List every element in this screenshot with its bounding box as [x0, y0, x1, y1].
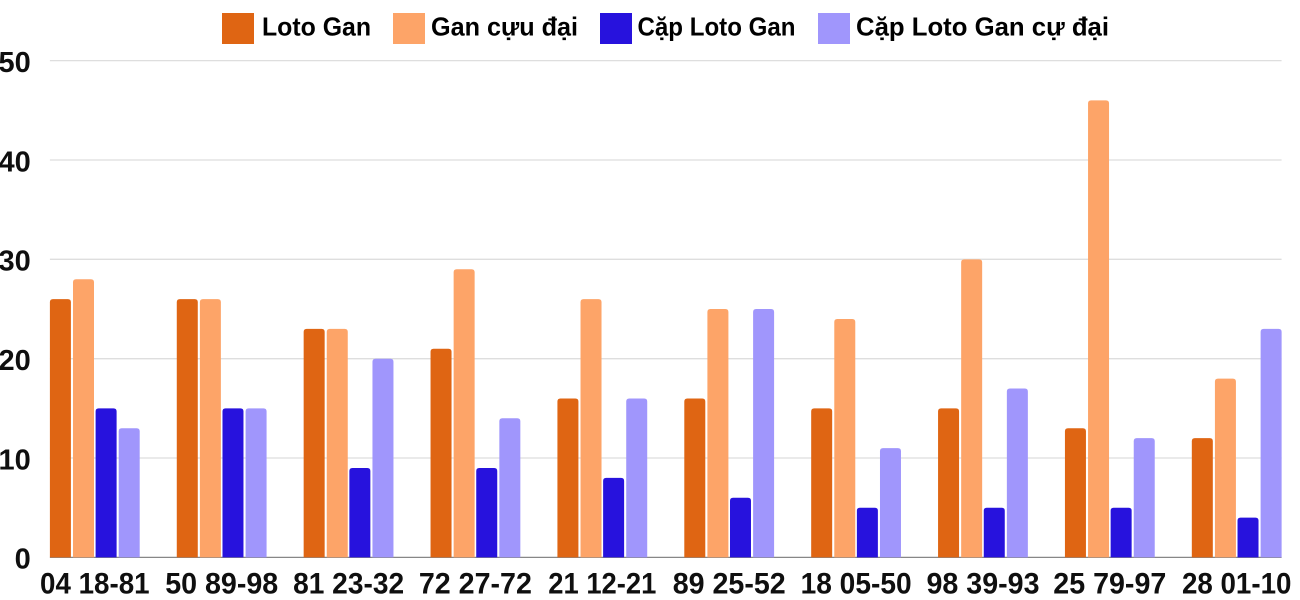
svg-text:04 18-81: 04 18-81	[40, 567, 150, 600]
svg-text:0: 0	[15, 544, 31, 576]
svg-text:98 39-93: 98 39-93	[927, 567, 1040, 600]
svg-text:Gan cựu đại: Gan cựu đại	[431, 12, 578, 42]
svg-text:Cặp Loto Gan cự đại: Cặp Loto Gan cự đại	[856, 12, 1109, 42]
svg-text:50 89-98: 50 89-98	[165, 567, 278, 600]
svg-text:Cặp Loto Gan: Cặp Loto Gan	[638, 12, 796, 42]
svg-text:89 25-52: 89 25-52	[673, 567, 786, 600]
svg-text:Loto Gan: Loto Gan	[262, 12, 371, 42]
svg-text:40: 40	[0, 146, 31, 178]
svg-text:81 23-32: 81 23-32	[293, 567, 404, 600]
svg-text:18 05-50: 18 05-50	[801, 567, 912, 600]
svg-text:21 12-21: 21 12-21	[548, 567, 656, 600]
svg-text:72 27-72: 72 27-72	[419, 567, 532, 600]
svg-text:30: 30	[0, 246, 31, 278]
svg-text:10: 10	[0, 444, 31, 476]
svg-text:20: 20	[0, 345, 31, 377]
svg-text:28 01-10: 28 01-10	[1182, 567, 1292, 600]
svg-text:25 79-97: 25 79-97	[1053, 567, 1166, 600]
svg-text:50: 50	[0, 47, 31, 79]
